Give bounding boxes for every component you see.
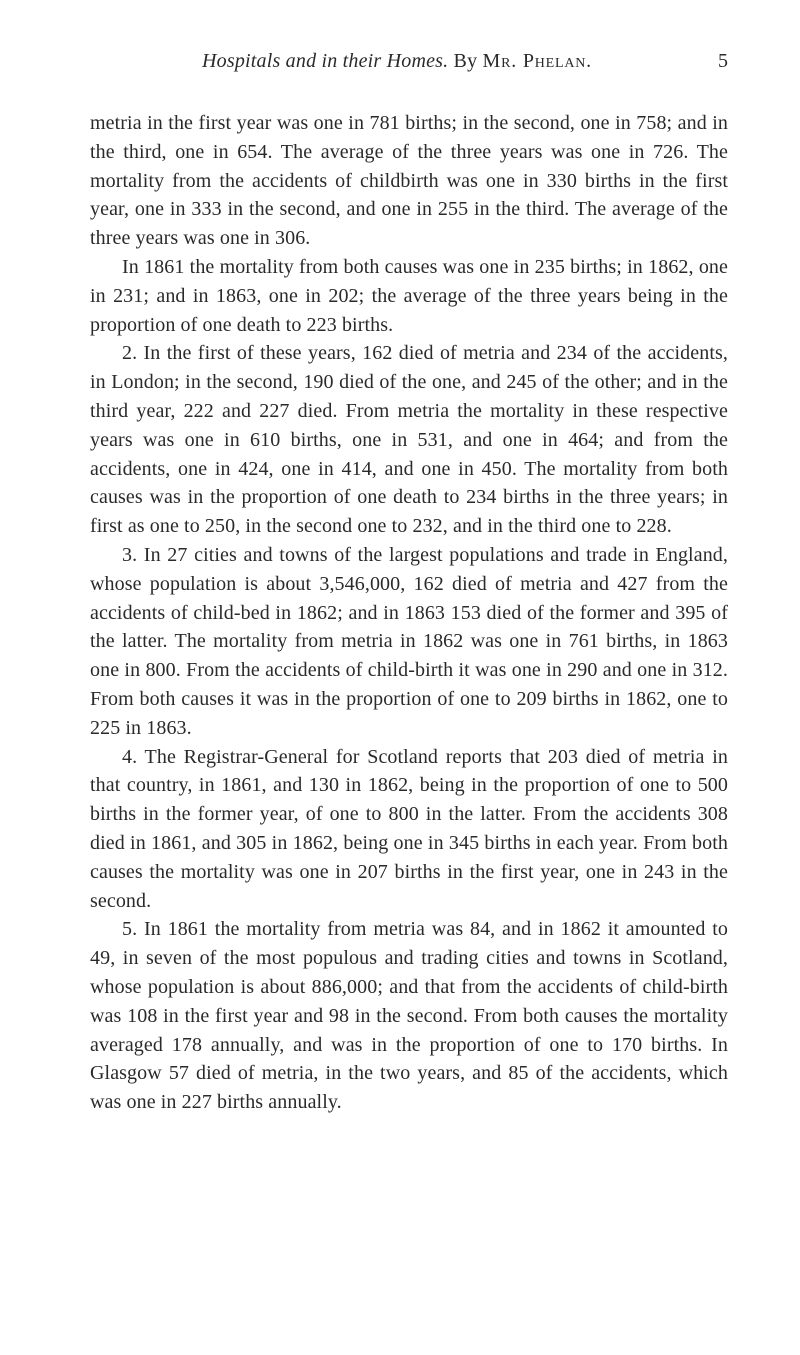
paragraph-4: 3. In 27 cities and towns of the largest…	[90, 541, 728, 743]
page-header: Hospitals and in their Homes. By Mr. Phe…	[90, 50, 728, 73]
paragraph-2: In 1861 the mortality from both causes w…	[90, 253, 728, 339]
title-author: Mr. Phelan.	[483, 50, 592, 72]
body-text: metria in the first year was one in 781 …	[90, 109, 728, 1117]
title-by: By	[448, 50, 482, 72]
page-number: 5	[718, 50, 728, 73]
paragraph-5: 4. The Registrar-General for Scotland re…	[90, 743, 728, 916]
title-italic-part: Hospitals and in their Homes.	[202, 50, 448, 72]
paragraph-1: metria in the first year was one in 781 …	[90, 109, 728, 253]
header-title: Hospitals and in their Homes. By Mr. Phe…	[90, 50, 704, 73]
paragraph-6: 5. In 1861 the mortality from metria was…	[90, 915, 728, 1117]
paragraph-3: 2. In the first of these years, 162 died…	[90, 339, 728, 541]
